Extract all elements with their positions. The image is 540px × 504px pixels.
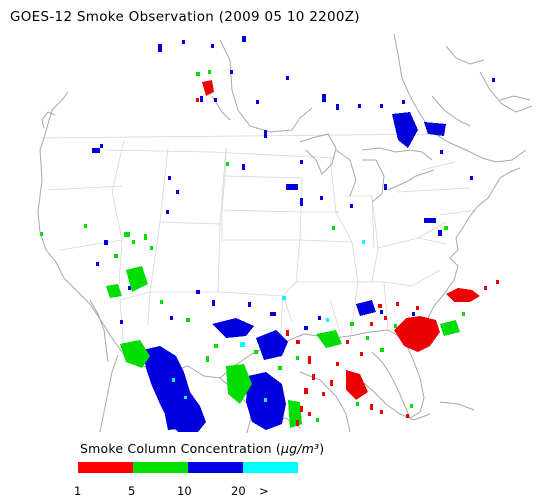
legend-tick-1: 1 [74,484,82,498]
smoke-red-scatter [196,98,499,426]
smoke-map [37,33,533,433]
legend-tick-5: 5 [128,484,136,498]
map-title: GOES-12 Smoke Observation (2009 05 10 22… [10,9,360,25]
legend-title-unit: μg/m³ [280,441,320,456]
legend-title: Smoke Column Concentration (μg/m³) [80,441,324,456]
smoke-blue-region [142,112,446,432]
state-boundaries [39,133,476,353]
smoke-green-scatter [40,70,465,422]
legend-title-prefix: Smoke Column Concentration ( [80,441,281,456]
legend-swatch-10-20 [188,462,243,473]
legend-swatch-gt-20 [243,462,298,473]
legend-swatch-1-5 [78,462,133,473]
legend-title-suffix: ) [319,441,325,456]
coastlines [37,33,533,433]
smoke-green-region [106,266,460,428]
smoke-pixels [40,36,499,432]
smoke-red-region [202,80,480,400]
legend-tick-10: 10 [177,484,192,498]
legend-color-bar [78,462,298,473]
smoke-blue-scatter [92,36,495,330]
legend-tick-20: 20 [231,484,246,498]
legend-tick-gt: > [259,484,269,498]
smoke-cyan-scatter [172,240,365,402]
legend-swatch-5-10 [133,462,188,473]
